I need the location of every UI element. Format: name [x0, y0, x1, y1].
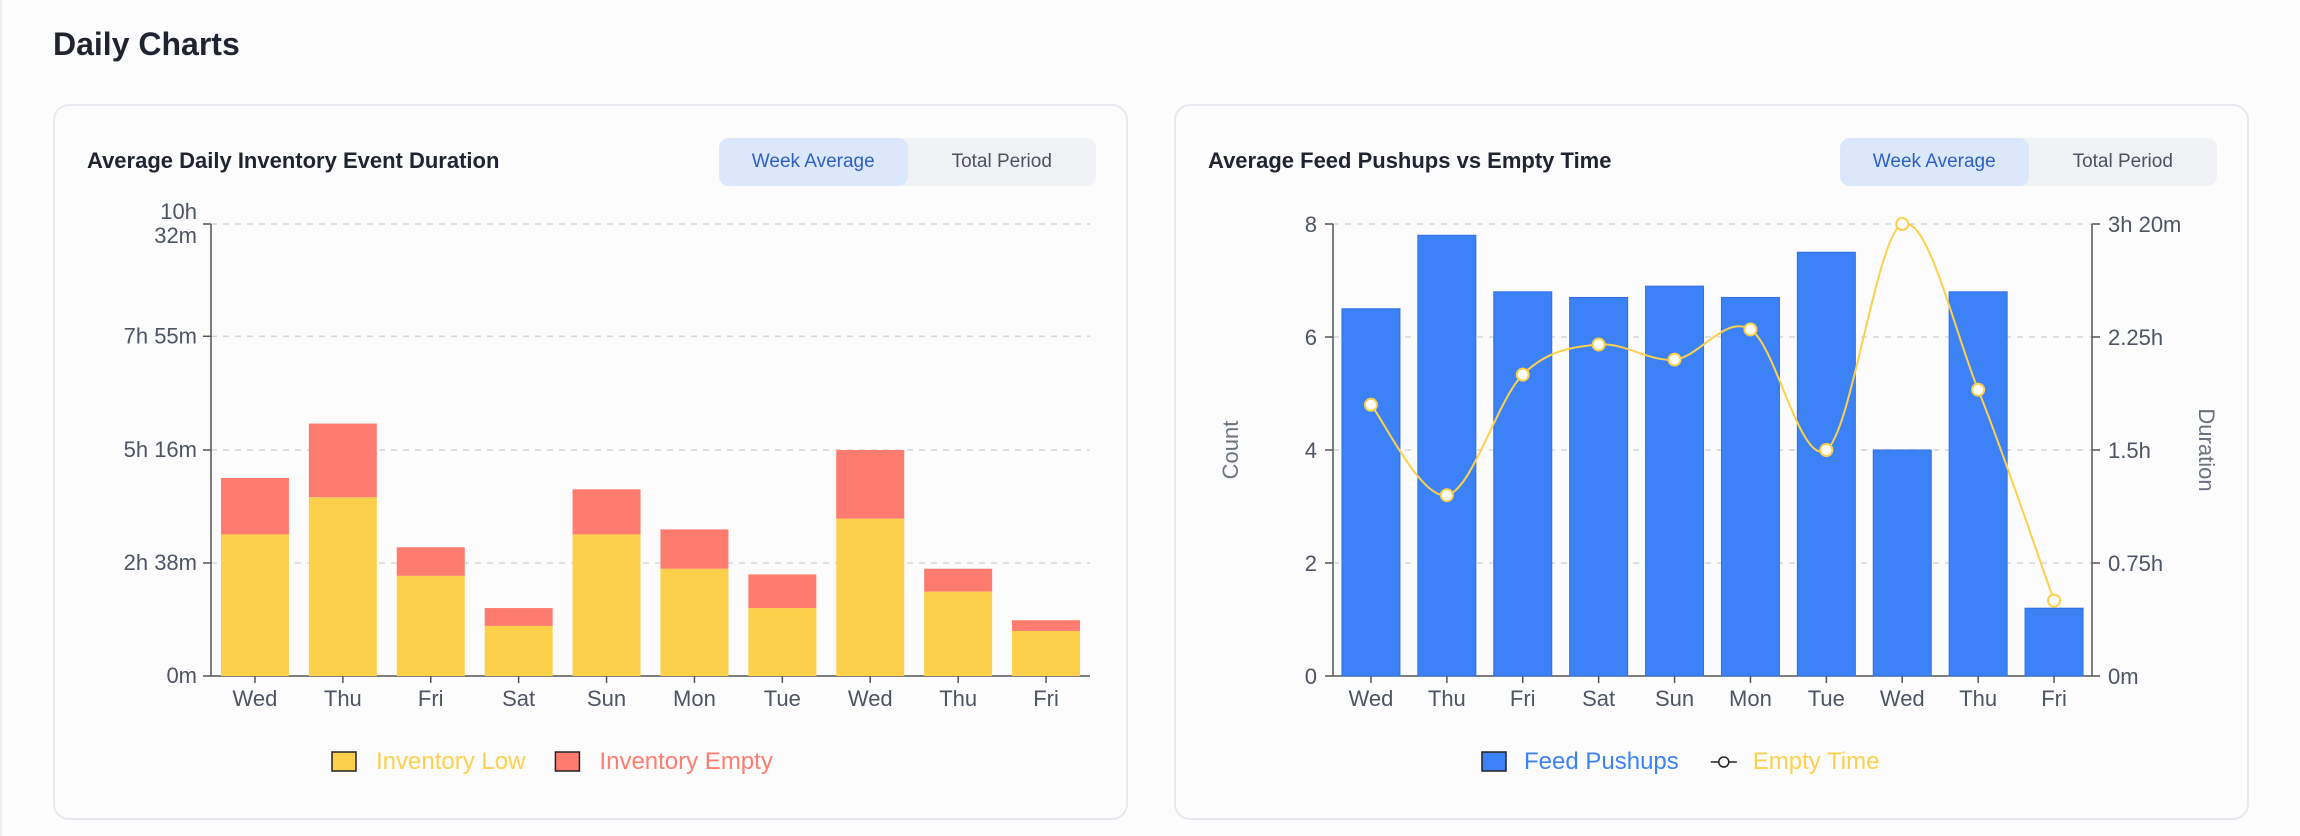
y-right-tick-label: 0.75h — [2108, 551, 2163, 576]
y-right-tick-label: 2.25h — [2108, 325, 2163, 350]
bar-inventory-low — [220, 534, 289, 676]
legend-swatch-feed-pushups — [1481, 751, 1507, 772]
legend-label-feed-pushups: Feed Pushups — [1524, 748, 1679, 775]
bar-inventory-low — [396, 575, 465, 676]
x-tick-label: Wed — [848, 686, 893, 711]
x-tick-label: Sun — [587, 686, 626, 711]
point-empty-time — [1591, 337, 1606, 352]
y-right-tick-label: 1.5h — [2108, 438, 2151, 463]
bar-inventory-low — [572, 534, 641, 676]
bar-inventory-low — [836, 518, 905, 676]
point-empty-time — [1515, 367, 1530, 382]
y-left-tick-label: 2 — [1305, 551, 1317, 576]
bar-inventory-empty — [220, 477, 289, 535]
x-tick-label: Fri — [2041, 686, 2067, 711]
bar-inventory-empty — [1012, 620, 1081, 631]
bar-feed-pushups — [1645, 285, 1705, 677]
x-tick-label: Fri — [418, 686, 444, 711]
total-period-button[interactable]: Total Period — [2072, 151, 2173, 172]
bar-inventory-low — [660, 568, 729, 676]
y-tick-label: 5h 16m — [124, 437, 197, 462]
bar-inventory-empty — [924, 568, 993, 592]
y-right-axis-label: Duration — [2194, 408, 2219, 491]
bar-feed-pushups — [1569, 296, 1629, 677]
total-period-button[interactable]: Total Period — [951, 151, 1052, 172]
x-tick-label: Wed — [1349, 686, 1394, 711]
period-toggle-inventory: Week Average Total Period — [719, 138, 1096, 186]
bar-feed-pushups — [2024, 607, 2084, 677]
x-tick-label: Sat — [502, 686, 535, 711]
bar-feed-pushups — [1720, 296, 1780, 677]
point-empty-time — [1363, 397, 1378, 412]
x-tick-label: Wed — [1880, 686, 1925, 711]
y-left-axis-label: Count — [1218, 421, 1243, 480]
legend-label: Inventory Low — [376, 748, 526, 775]
bar-feed-pushups — [1417, 234, 1477, 677]
bar-inventory-empty — [572, 489, 641, 535]
x-tick-label: Thu — [939, 686, 977, 711]
x-tick-label: Tue — [764, 686, 801, 711]
x-tick-label: Mon — [1729, 686, 1772, 711]
bar-inventory-low — [1012, 630, 1081, 676]
bar-inventory-low — [308, 497, 377, 676]
point-empty-time — [1895, 217, 1910, 231]
x-tick-label: Sat — [1582, 686, 1615, 711]
bar-inventory-empty — [484, 608, 553, 626]
legend-swatch — [554, 751, 581, 772]
bar-inventory-low — [924, 591, 993, 676]
point-empty-time — [1971, 382, 1986, 397]
bar-inventory-empty — [660, 529, 729, 569]
x-tick-label: Fri — [1033, 686, 1059, 711]
legend-label: Inventory Empty — [599, 748, 772, 775]
x-tick-label: Sun — [1655, 686, 1694, 711]
bar-inventory-empty — [836, 450, 905, 519]
y-left-tick-label: 8 — [1305, 212, 1317, 237]
week-average-button[interactable]: Week Average — [719, 138, 908, 186]
legend-marker-empty-time — [1718, 756, 1730, 768]
period-toggle-feed: Week Average Total Period — [1840, 138, 2217, 186]
bar-inventory-empty — [308, 423, 377, 498]
bar-feed-pushups — [1796, 251, 1856, 677]
inventory-duration-chart: 0m 2h 38m 5h 16m 7h 55m 10h 32m Wed Thu Fri Sat Su… — [124, 199, 1090, 775]
bar-feed-pushups — [1948, 291, 2008, 677]
x-tick-label: Tue — [1808, 686, 1845, 711]
y-tick-label: 2h 38m — [124, 550, 197, 575]
point-empty-time — [2047, 593, 2062, 608]
legend-swatch — [331, 751, 357, 772]
y-left-tick-label: 6 — [1305, 325, 1317, 350]
x-tick-label: Fri — [1510, 686, 1536, 711]
y-left-tick-label: 0 — [1305, 664, 1317, 689]
x-tick-label: Thu — [1428, 686, 1466, 711]
card-title-feed: Average Feed Pushups vs Empty Time — [1208, 148, 1612, 173]
point-empty-time — [1667, 352, 1682, 367]
x-tick-label: Thu — [1959, 686, 1997, 711]
week-average-button[interactable]: Week Average — [1840, 138, 2029, 186]
legend-label-empty-time: Empty Time — [1753, 748, 1880, 775]
section-title: Daily Charts — [53, 26, 240, 62]
feed-pushups-card: Average Feed Pushups vs Empty Time Week … — [1174, 104, 2249, 820]
bar-feed-pushups — [1493, 291, 1553, 677]
point-empty-time — [1819, 443, 1834, 457]
inventory-duration-card: Average Daily Inventory Event Duration W… — [53, 104, 1128, 820]
y-left-tick-label: 4 — [1305, 438, 1317, 463]
bar-feed-pushups — [1872, 449, 1932, 677]
bar-feed-pushups — [1341, 308, 1401, 677]
x-tick-label: Wed — [233, 686, 278, 711]
x-tick-label: Thu — [324, 686, 362, 711]
x-tick-label: Mon — [673, 686, 716, 711]
bar-inventory-low — [484, 625, 553, 676]
point-empty-time — [1439, 488, 1454, 503]
point-empty-time — [1743, 322, 1758, 337]
bar-inventory-empty — [396, 547, 465, 576]
y-tick-label: 10h 32m — [154, 199, 197, 248]
y-right-tick-label: 0m — [2108, 664, 2139, 689]
feed-pushups-chart: 0 2 4 6 8 0m 0.75h 1.5h 2.25h 3h 20m Count Duration… — [1218, 212, 2219, 775]
bar-inventory-low — [748, 608, 817, 676]
bar-inventory-empty — [748, 574, 817, 609]
card-title-inventory: Average Daily Inventory Event Duration — [87, 148, 500, 173]
y-right-tick-label: 3h 20m — [2108, 212, 2181, 237]
y-tick-label: 7h 55m — [124, 323, 197, 348]
y-tick-label: 0m — [166, 663, 197, 688]
